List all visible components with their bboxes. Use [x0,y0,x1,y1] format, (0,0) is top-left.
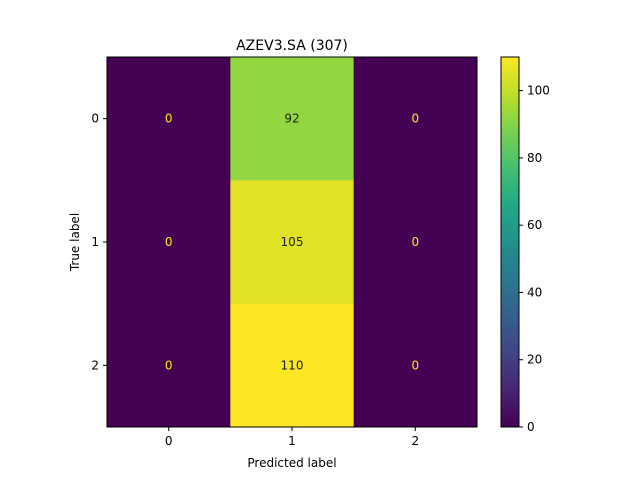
x-tick-label: 2 [412,434,420,448]
cell-value-label: 0 [412,358,420,372]
y-axis-label: True label [68,213,82,272]
colorbar-tick-label: 60 [527,218,542,232]
colorbar [501,57,519,427]
cell-value-label: 0 [412,112,420,126]
colorbar-tick-label: 100 [527,84,550,98]
y-tick-label: 1 [91,235,99,249]
cell-value-label: 0 [165,235,173,249]
colorbar-tick-label: 20 [527,353,542,367]
colorbar-tick-label: 0 [527,420,535,434]
x-tick-label: 1 [288,434,296,448]
matrix-cell [107,303,231,428]
x-axis-ticks: 0 1 2 [165,427,419,448]
matrix-cell [353,180,478,305]
y-tick-label: 2 [91,358,99,372]
colorbar-tick-label: 40 [527,285,542,299]
colorbar-ticks: 0 20 40 60 80 100 [519,84,550,434]
matrix-cell-labels: 0 92 0 0 105 0 0 110 0 [165,112,419,373]
cell-value-label: 0 [165,358,173,372]
colorbar-tick-label: 80 [527,151,542,165]
x-tick-label: 0 [165,434,173,448]
x-axis-label: Predicted label [247,456,336,470]
matrix-cell [230,57,355,181]
matrix-cells [107,57,478,428]
chart-title: AZEV3.SA (307) [236,38,348,54]
matrix-cell [230,303,355,428]
cell-value-label: 0 [412,235,420,249]
cell-value-label: 0 [165,112,173,126]
matrix-cell [230,180,355,305]
colorbar-frame [500,56,520,428]
cell-value-label: 92 [284,112,299,126]
matrix-cell [353,57,478,181]
cell-value-label: 110 [281,358,304,372]
cell-value-label: 105 [281,235,304,249]
y-tick-label: 0 [91,112,99,126]
matrix-cell [107,57,231,181]
y-axis-ticks: 0 1 2 [91,112,107,372]
matrix-cell [107,180,231,305]
matrix-cell [353,303,478,428]
